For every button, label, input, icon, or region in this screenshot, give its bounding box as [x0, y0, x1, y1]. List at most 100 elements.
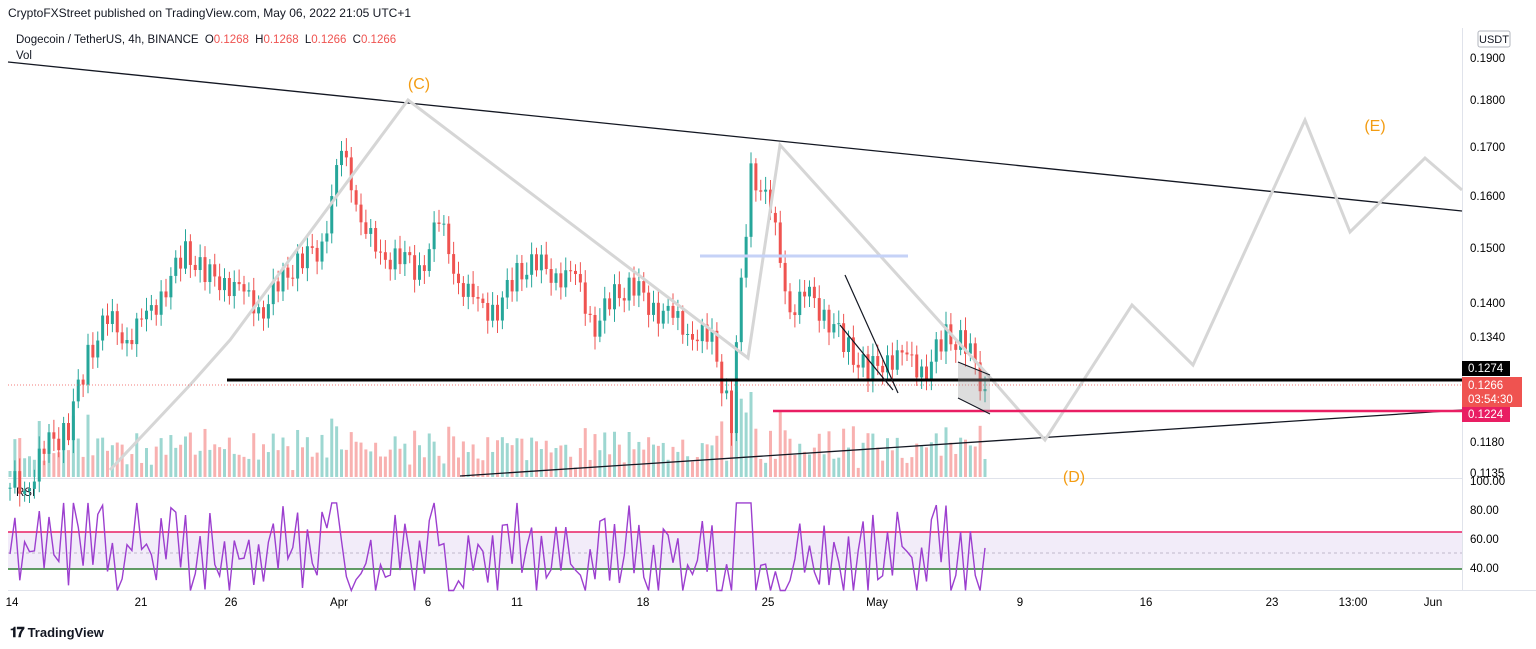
candle-body: [115, 311, 119, 333]
candle-body: [291, 277, 295, 279]
flag-pattern-box[interactable]: [958, 362, 990, 414]
volume-bar: [934, 433, 938, 477]
candle-body: [81, 379, 85, 385]
lower-trendline[interactable]: [459, 409, 1463, 477]
tradingview-footer[interactable]: 𝟏𝟕 TradingView: [10, 624, 104, 641]
wedge-upper-line[interactable]: [844, 274, 899, 394]
candle-body: [174, 257, 178, 276]
volume-bar: [895, 437, 899, 477]
candle-body: [457, 273, 460, 284]
candle-body: [325, 233, 329, 242]
volume-bar: [632, 449, 636, 477]
volume-bar: [564, 444, 568, 477]
volume-bar: [588, 459, 592, 477]
candle-body: [461, 283, 465, 297]
volume-bar: [379, 456, 382, 477]
level-tag-pink: [1462, 407, 1510, 422]
candle-body: [539, 254, 543, 271]
volume-bar: [505, 443, 509, 477]
rsi-tick-0: 100.00: [1470, 476, 1505, 488]
candle-body: [593, 314, 597, 337]
volume-bar: [461, 441, 465, 477]
candle-body: [67, 423, 70, 441]
volume-bar: [769, 430, 772, 477]
volume-bar: [754, 428, 758, 477]
wedge-lower-line[interactable]: [839, 324, 894, 391]
candle-body: [759, 190, 763, 192]
volume-bar: [349, 432, 353, 477]
volume-bar: [335, 426, 339, 477]
candle-body: [276, 281, 280, 292]
candle-body: [983, 389, 987, 392]
volume-bar: [837, 457, 841, 477]
candle-body: [783, 262, 787, 292]
volume-bar: [198, 450, 202, 477]
candle-body: [145, 310, 148, 320]
volume-label[interactable]: Vol: [16, 50, 32, 62]
volume-bar: [130, 454, 134, 477]
candle-body: [569, 270, 573, 272]
volume-bar: [744, 412, 748, 477]
symbol-legend: Dogecoin / TetherUS, 4h, BINANCE O0.1268…: [16, 34, 396, 46]
volume-bar: [442, 463, 446, 477]
volume-bar: [179, 444, 183, 477]
volume-bar: [676, 451, 680, 477]
volume-bar: [554, 448, 558, 477]
volume-bar: [432, 441, 436, 477]
candle-body: [57, 438, 61, 451]
volume-bar: [851, 426, 855, 477]
candle-body: [710, 330, 714, 342]
volume-bar: [749, 392, 753, 477]
time-tick-4: 6: [425, 597, 431, 609]
candle-body: [535, 254, 538, 271]
volume-bar: [247, 458, 251, 477]
candle-body: [754, 163, 758, 191]
volume-bar: [578, 448, 582, 477]
volume-bar: [822, 454, 826, 477]
candle-body: [837, 323, 841, 325]
currency-badge[interactable]: [1477, 30, 1511, 48]
volume-bar: [398, 448, 402, 477]
volume-bar: [725, 460, 729, 477]
volume-bar: [135, 433, 139, 477]
price-tick-2: 0.1700: [1470, 142, 1505, 154]
elliott-projection-path[interactable]: [108, 97, 1463, 472]
volume-bar: [286, 446, 290, 477]
candle-body: [340, 150, 343, 166]
candle-body: [876, 356, 880, 366]
volume-bar: [983, 458, 987, 477]
volume-bar: [905, 462, 909, 477]
volume-bar: [778, 411, 782, 477]
candle-body: [647, 292, 651, 315]
candle-body: [773, 212, 777, 223]
candle-body: [578, 274, 582, 283]
candle-body: [271, 281, 275, 305]
volume-bar: [915, 443, 919, 477]
volume-bar: [266, 452, 270, 477]
candle-body: [871, 356, 875, 382]
candle-body: [28, 488, 31, 492]
volume-bar: [276, 450, 280, 477]
level-tag-black: [1462, 361, 1510, 376]
volume-bar: [510, 445, 514, 477]
symbol-name[interactable]: Dogecoin / TetherUS, 4h, BINANCE: [16, 34, 199, 46]
upper-trendline[interactable]: [7, 61, 1463, 212]
candle-body: [959, 330, 963, 350]
candle-body: [915, 354, 919, 378]
volume-bar: [910, 457, 914, 477]
volume-bar: [954, 453, 958, 477]
volume-bar: [174, 447, 178, 477]
price-tick-8: 0.1135: [1470, 468, 1504, 480]
candle-body: [398, 248, 402, 265]
volume-bar: [369, 451, 373, 477]
candle-body: [739, 277, 743, 343]
volume-bar: [452, 436, 456, 477]
time-tick-3: Apr: [330, 597, 348, 609]
volume-bar: [539, 449, 543, 477]
candle-body: [418, 265, 421, 280]
candle-body: [661, 310, 665, 324]
volume-bar: [944, 427, 948, 477]
volume-bar: [929, 442, 933, 477]
candle-body: [262, 307, 265, 319]
